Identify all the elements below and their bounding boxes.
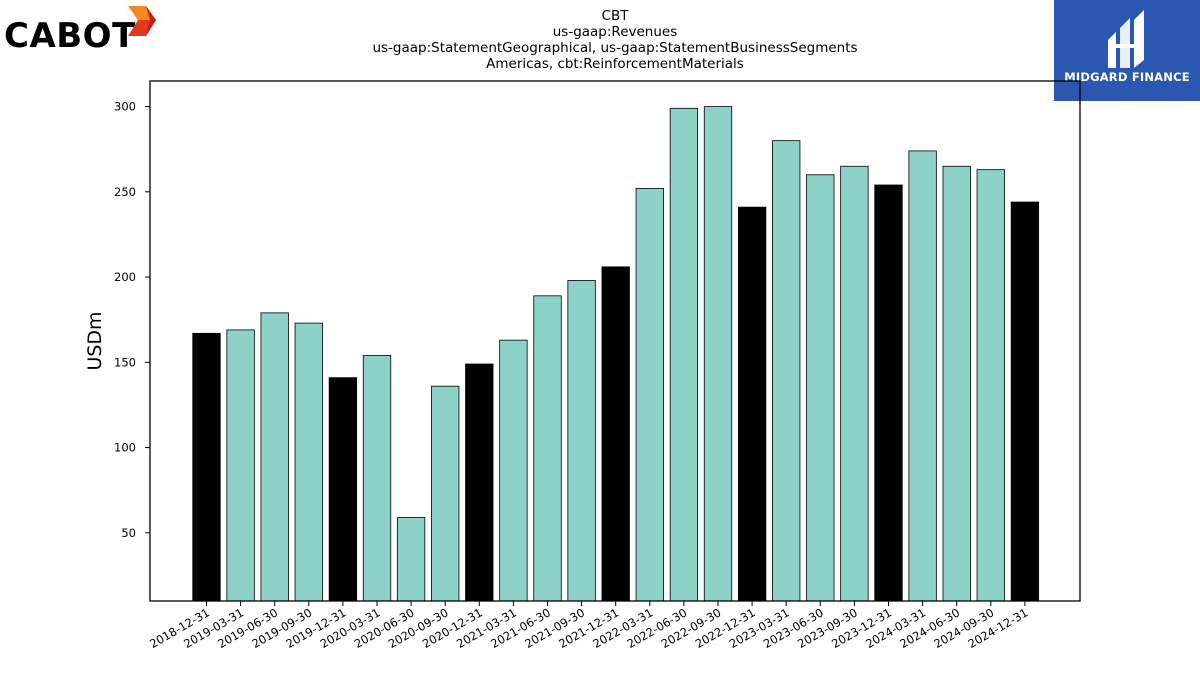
bar (533, 295, 562, 602)
bar (567, 280, 596, 602)
chart-title-line: Americas, cbt:ReinforcementMaterials (486, 56, 744, 72)
bar (806, 174, 835, 602)
bar (499, 339, 528, 602)
bar (703, 106, 733, 602)
bar (874, 184, 903, 602)
y-tick-label: 50 (121, 526, 136, 540)
bar (192, 332, 221, 602)
bar (465, 363, 494, 602)
bar (362, 355, 392, 602)
bar (976, 169, 1005, 602)
bar (431, 385, 460, 602)
chart-title-line: us-gaap:StatementGeographical, us-gaap:S… (372, 40, 857, 56)
bar (942, 165, 971, 602)
x-axis: 2018-12-312019-03-312019-06-302019-09-30… (147, 601, 1030, 651)
bar (635, 188, 664, 602)
bar (669, 107, 699, 602)
bars (192, 106, 1040, 602)
y-tick-label: 100 (114, 441, 136, 455)
y-tick-label: 250 (114, 185, 136, 199)
bar (396, 517, 426, 602)
midgard-finance-logo: MIDGARD FINANCE (1054, 0, 1200, 101)
bar (226, 329, 255, 602)
y-tick-label: 150 (114, 355, 136, 369)
bar (601, 266, 630, 602)
bar (737, 206, 767, 602)
chart-title-line: us-gaap:Revenues (553, 24, 678, 40)
bar (1010, 201, 1040, 602)
midgard-emblem-icon (1108, 10, 1144, 68)
bar (294, 322, 323, 602)
chart-title: CBTus-gaap:Revenuesus-gaap:StatementGeog… (372, 8, 857, 72)
bar (260, 312, 289, 602)
bar (328, 377, 358, 602)
midgard-logo-text: MIDGARD FINANCE (1064, 70, 1190, 84)
cabot-logo-text: CABOT (4, 16, 136, 56)
bar (840, 165, 869, 602)
bar (772, 140, 801, 602)
y-tick-label: 300 (114, 100, 136, 114)
plot-frame (149, 80, 1081, 602)
chart-title-line: CBT (602, 8, 630, 24)
cabot-logo: CABOT (4, 4, 164, 56)
y-tick-label: 200 (114, 270, 136, 284)
y-axis-label: USDm (84, 311, 106, 370)
bar (908, 150, 937, 602)
y-axis: 50 100 150 200 250 300 (114, 100, 150, 540)
cabot-flame-icon (128, 6, 156, 36)
